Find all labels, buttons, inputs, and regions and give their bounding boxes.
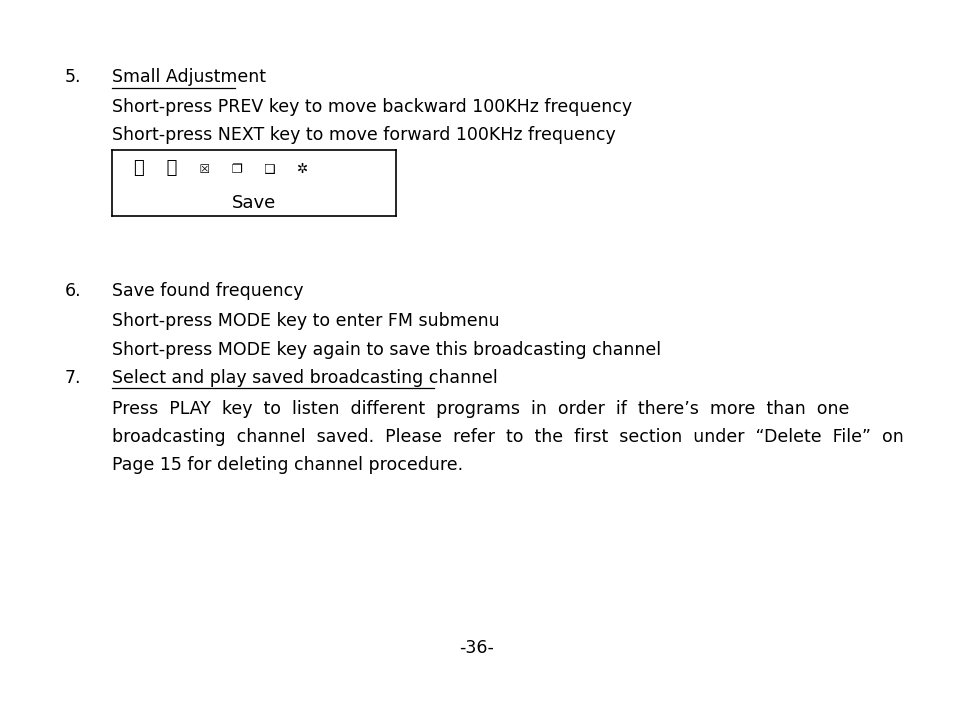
Text: broadcasting  channel  saved.  Please  refer  to  the  first  section  under  “D: broadcasting channel saved. Please refer… [112, 428, 902, 446]
Text: -36-: -36- [459, 639, 494, 657]
Text: Small Adjustment: Small Adjustment [112, 68, 265, 86]
Text: 5.: 5. [65, 68, 81, 86]
Text: ⎙  ⎘  ☒  ❐  ❑  ✲: ⎙ ⎘ ☒ ❐ ❑ ✲ [134, 159, 308, 177]
Text: Save: Save [232, 194, 275, 212]
Text: Press  PLAY  key  to  listen  different  programs  in  order  if  there’s  more : Press PLAY key to listen different progr… [112, 400, 848, 418]
Text: Select and play saved broadcasting channel: Select and play saved broadcasting chann… [112, 369, 497, 387]
Text: 7.: 7. [65, 369, 81, 387]
Text: Short-press MODE key to enter FM submenu: Short-press MODE key to enter FM submenu [112, 312, 498, 331]
Text: Page 15 for deleting channel procedure.: Page 15 for deleting channel procedure. [112, 456, 462, 475]
Text: 6.: 6. [65, 282, 81, 300]
Text: Short-press NEXT key to move forward 100KHz frequency: Short-press NEXT key to move forward 100… [112, 126, 615, 145]
Text: Short-press MODE key again to save this broadcasting channel: Short-press MODE key again to save this … [112, 340, 660, 359]
Text: Save found frequency: Save found frequency [112, 282, 303, 300]
Text: Short-press PREV key to move backward 100KHz frequency: Short-press PREV key to move backward 10… [112, 98, 631, 117]
